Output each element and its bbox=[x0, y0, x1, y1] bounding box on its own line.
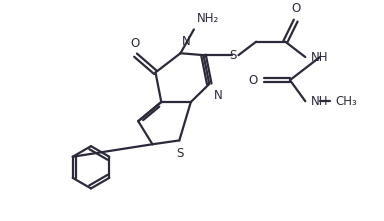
Text: O: O bbox=[291, 2, 300, 15]
Text: CH₃: CH₃ bbox=[335, 95, 357, 108]
Text: N: N bbox=[214, 89, 223, 102]
Text: O: O bbox=[130, 37, 139, 50]
Text: S: S bbox=[229, 49, 237, 62]
Text: NH: NH bbox=[311, 95, 328, 108]
Text: N: N bbox=[182, 35, 191, 48]
Text: O: O bbox=[249, 74, 258, 87]
Text: S: S bbox=[176, 147, 184, 160]
Text: NH₂: NH₂ bbox=[197, 12, 219, 25]
Text: NH: NH bbox=[311, 51, 328, 64]
